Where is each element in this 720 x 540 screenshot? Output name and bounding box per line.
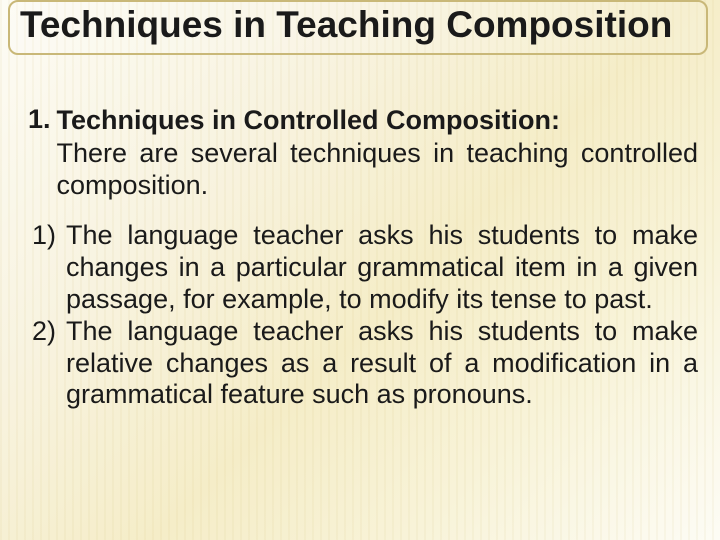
- section-heading: Techniques in Controlled Composition:: [57, 104, 698, 136]
- section-1: 1. Techniques in Controlled Composition:…: [28, 104, 698, 202]
- section-intro: There are several techniques in teaching…: [57, 138, 698, 202]
- slide-title: Techniques in Teaching Composition: [20, 4, 696, 47]
- list-item-number: 2): [28, 316, 66, 412]
- numbered-list: 1) The language teacher asks his student…: [28, 220, 698, 411]
- section-number: 1.: [28, 104, 57, 202]
- list-item: 1) The language teacher asks his student…: [28, 220, 698, 316]
- list-item: 2) The language teacher asks his student…: [28, 316, 698, 412]
- list-item-text: The language teacher asks his students t…: [66, 220, 698, 316]
- list-item-number: 1): [28, 220, 66, 316]
- title-container: Techniques in Teaching Composition: [8, 0, 708, 55]
- list-item-text: The language teacher asks his students t…: [66, 316, 698, 412]
- content-area: 1. Techniques in Controlled Composition:…: [28, 104, 698, 411]
